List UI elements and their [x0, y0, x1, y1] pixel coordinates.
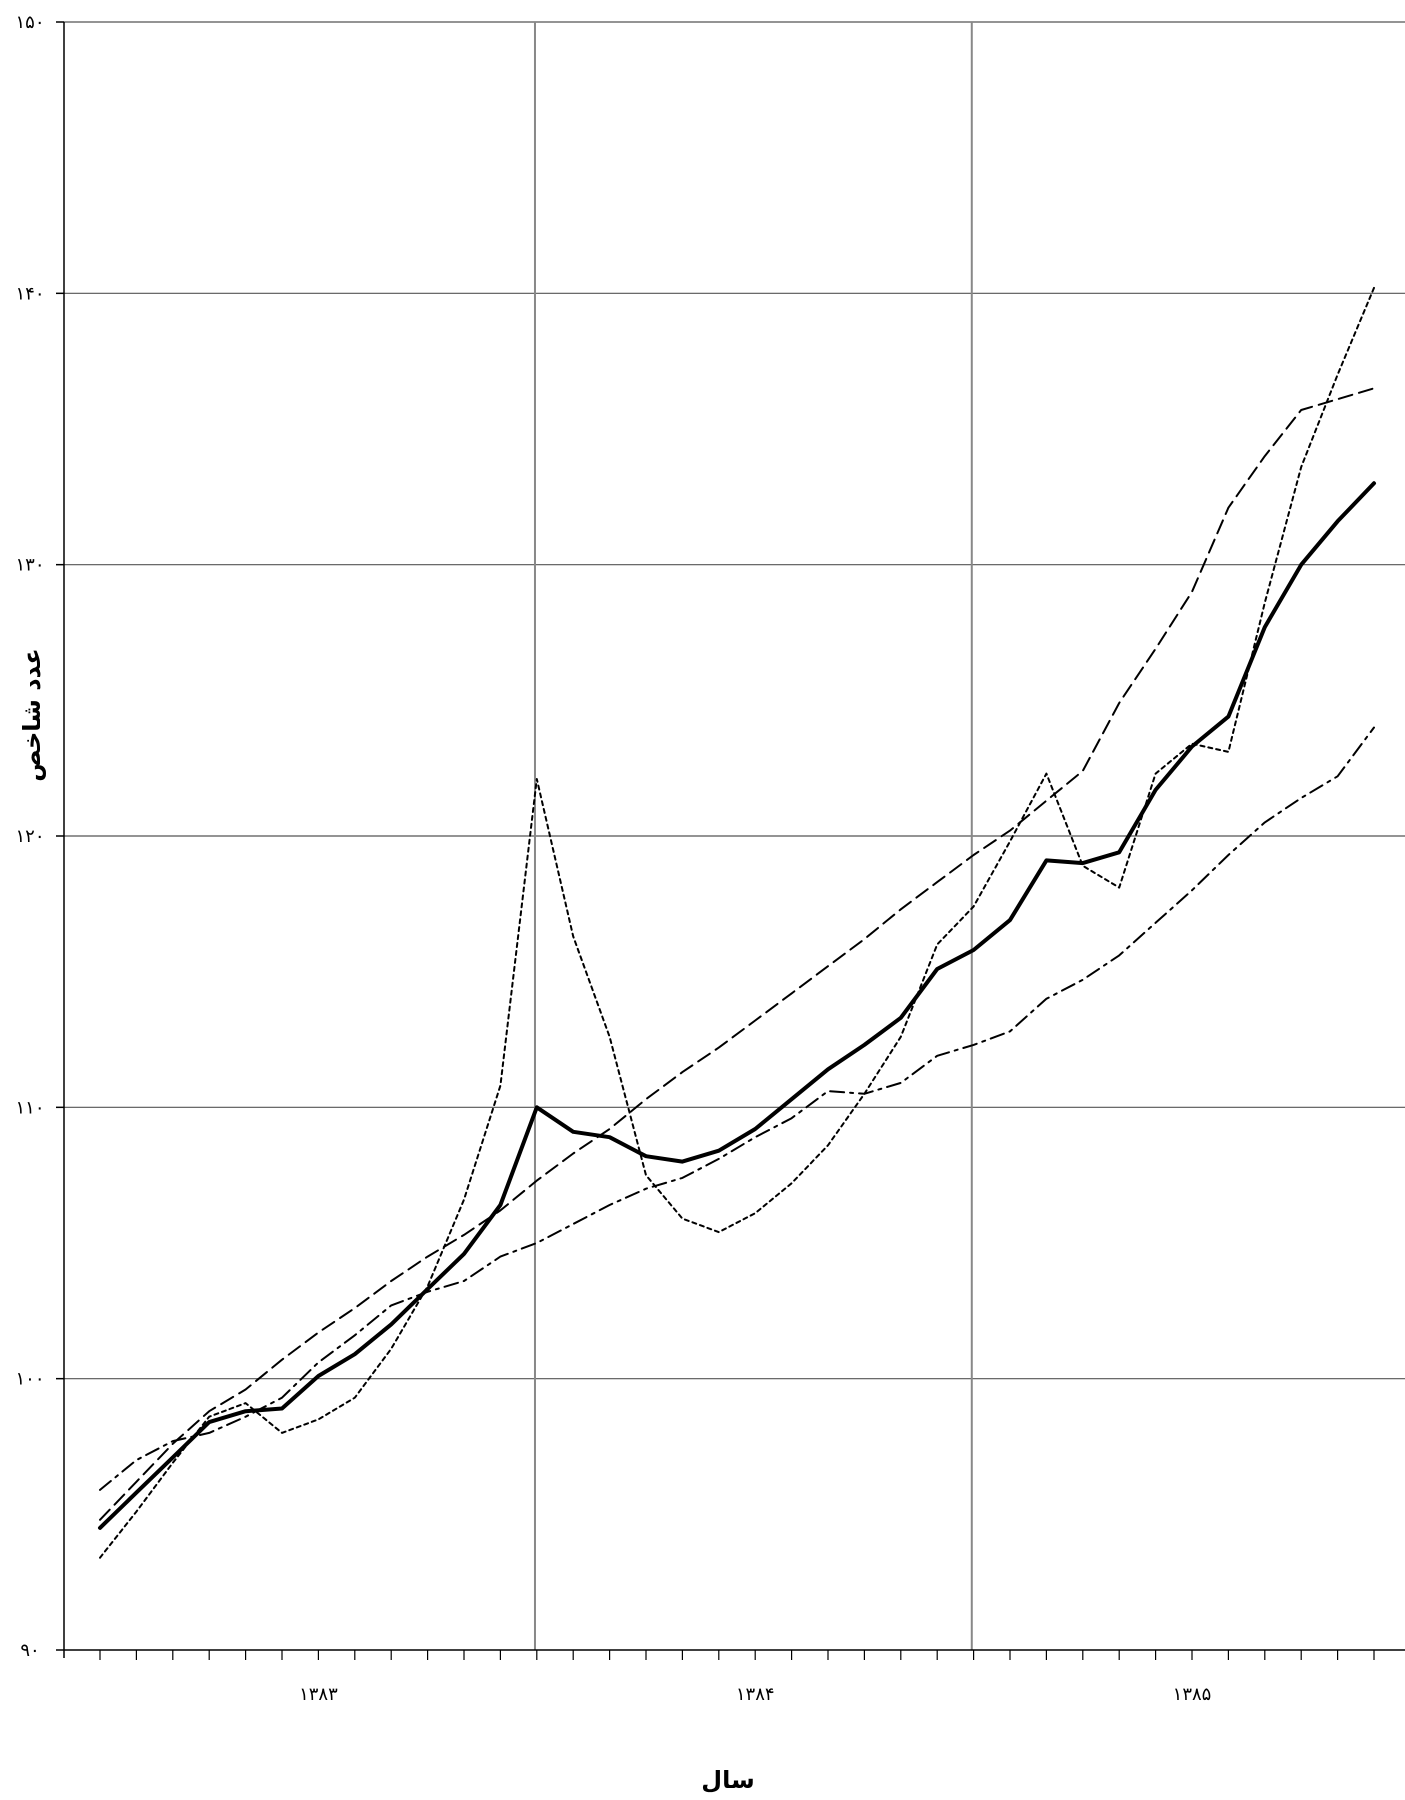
x-year-label: ۱۳۸۵ [1173, 1684, 1212, 1705]
y-tick-label: ۹۰ [20, 1640, 39, 1661]
series-line-4 [99, 726, 1375, 1491]
x-year-label: ۱۳۸۴ [736, 1684, 775, 1705]
y-tick-label: ۱۳۰ [15, 555, 44, 576]
series-line-1 [98, 481, 1376, 1530]
y-tick-label: ۱۵۰ [15, 12, 44, 33]
x-axis-title: سال [701, 1766, 754, 1794]
horizontal-gridlines [64, 21, 1405, 1380]
axes [56, 21, 1405, 1660]
y-tick-label: ۱۲۰ [15, 826, 44, 847]
series-line-2 [99, 286, 1375, 1559]
vertical-gridlines [533, 22, 973, 1650]
y-tick-label: ۱۴۰ [15, 283, 44, 304]
x-year-label: ۱۳۸۳ [299, 1684, 338, 1705]
y-tick-label: ۱۰۰ [15, 1369, 44, 1390]
series-line-3 [99, 387, 1375, 1521]
series-lines [98, 286, 1376, 1559]
tick-labels: ۹۰ ۱۰۰ ۱۱۰ ۱۲۰ ۱۳۰ ۱۴۰ ۱۵۰ ۱۳۸۳ ۱۳۸۴ ۱۳۸۵ [15, 12, 1211, 1705]
y-tick-label: ۱۱۰ [15, 1097, 44, 1118]
y-axis-title: عدد شاخص [18, 648, 46, 782]
